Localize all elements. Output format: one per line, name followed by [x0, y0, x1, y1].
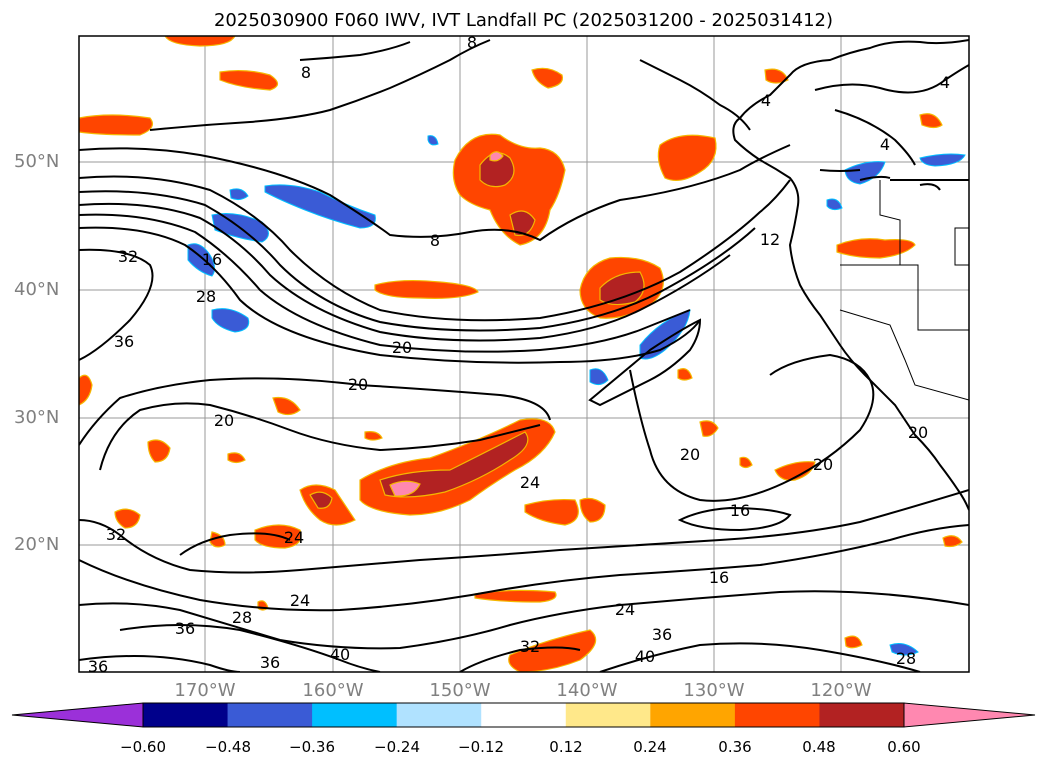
contour-label: 36: [114, 332, 134, 351]
lon-label-140w: 140°W: [556, 680, 618, 701]
political-borders: [839, 180, 969, 401]
map-panel: 8 8 4 4 4 12 8 32 16 28 36 20 20 20 20 2…: [78, 33, 970, 676]
contour-label: 24: [284, 528, 304, 547]
contour-label: 28: [196, 287, 216, 306]
lon-label-120w: 120°W: [810, 680, 872, 701]
colorbar-segment: [565, 703, 651, 727]
colorbar-segment: [734, 703, 820, 727]
colorbar-segment: [227, 703, 313, 727]
lat-label-40n: 40°N: [14, 279, 60, 300]
contour-label: 8: [301, 63, 311, 82]
contour-label: 4: [761, 91, 771, 110]
contour-label: 20: [813, 455, 833, 474]
iwv-contours: [79, 64, 969, 672]
contour-label: 36: [88, 657, 108, 676]
colorbar-extend-low: [11, 702, 144, 728]
contour-label: 28: [896, 649, 916, 668]
colorbar-tick: 0.48: [802, 738, 836, 756]
contour-label: 20: [214, 411, 234, 430]
contour-label: 4: [880, 135, 890, 154]
lon-label-160w: 160°W: [302, 680, 364, 701]
colorbar: [11, 702, 1036, 728]
contour-label: 12: [760, 230, 780, 249]
colorbar-tick: 0.12: [549, 738, 583, 756]
contour-label: 32: [520, 637, 540, 656]
colorbar-segment: [143, 703, 229, 727]
colorbar-tick: −0.48: [205, 738, 251, 756]
lat-label-30n: 30°N: [14, 407, 60, 428]
colorbar-tick: 0.60: [887, 738, 921, 756]
contour-label: 36: [652, 625, 672, 644]
contour-label: 20: [908, 423, 928, 442]
contour-label: 16: [730, 501, 750, 520]
colorbar-segment: [819, 703, 905, 727]
contour-label: 36: [260, 653, 280, 672]
colorbar-segment: [312, 703, 398, 727]
contour-label: 32: [106, 525, 126, 544]
contour-label: 20: [680, 445, 700, 464]
colorbar-tick: −0.12: [458, 738, 504, 756]
colorbar-tick: −0.24: [374, 738, 420, 756]
contour-label: 4: [940, 73, 950, 92]
contour-label: 24: [615, 600, 635, 619]
contour-label: 24: [290, 591, 310, 610]
contour-label: 40: [635, 647, 655, 666]
colorbar-segment: [481, 703, 567, 727]
colorbar-tick: 0.24: [633, 738, 667, 756]
contour-label: 24: [520, 473, 540, 492]
lat-label-50n: 50°N: [14, 151, 60, 172]
colorbar-tick: −0.36: [289, 738, 335, 756]
positive-anomaly-shading: [79, 36, 963, 672]
lon-label-170w: 170°W: [174, 680, 236, 701]
contour-label: 32: [118, 247, 138, 266]
colorbar-segment: [650, 703, 736, 727]
contour-label: 20: [348, 375, 368, 394]
colorbar-extend-high: [903, 702, 1036, 728]
contour-label: 8: [467, 33, 477, 52]
colorbar-tick: 0.36: [718, 738, 752, 756]
lon-label-130w: 130°W: [683, 680, 745, 701]
coastline: [149, 39, 969, 511]
contour-label: 16: [709, 568, 729, 587]
contour-label: 36: [175, 619, 195, 638]
map-title: 2025030900 F060 IWV, IVT Landfall PC (20…: [213, 10, 834, 31]
lon-label-150w: 150°W: [429, 680, 491, 701]
contour-label: 28: [232, 608, 252, 627]
contour-label: 16: [202, 250, 222, 269]
colorbar-tick: −0.60: [120, 738, 166, 756]
colorbar-segment: [396, 703, 482, 727]
contour-label: 8: [430, 231, 440, 250]
contour-label: 40: [330, 645, 350, 664]
contour-label: 20: [392, 338, 412, 357]
lat-label-20n: 20°N: [14, 534, 60, 555]
